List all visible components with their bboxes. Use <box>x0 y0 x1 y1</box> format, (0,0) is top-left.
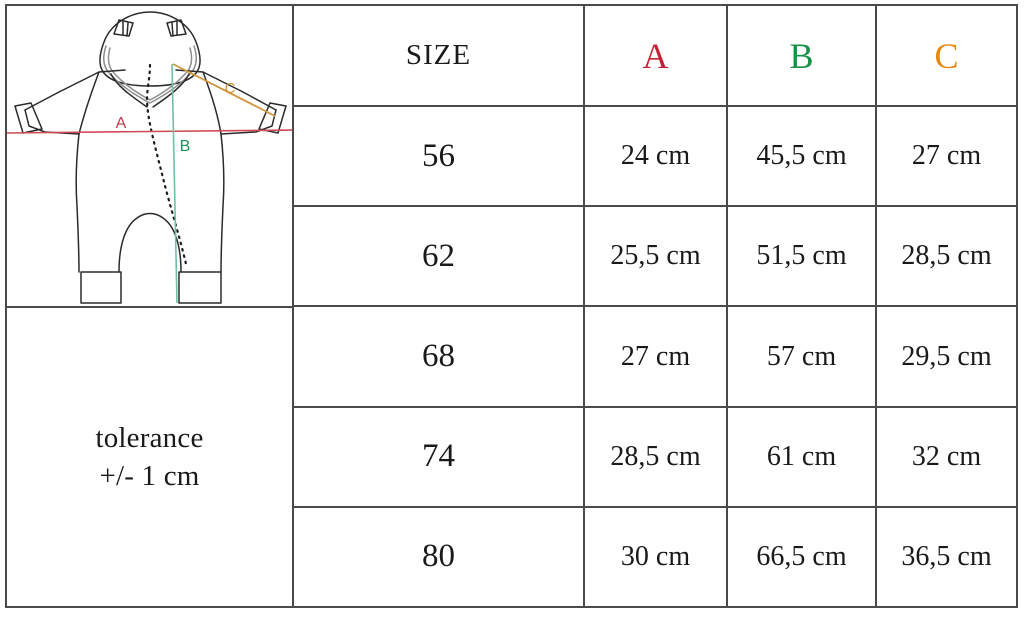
cell-a: 27 cm <box>585 307 728 406</box>
cell-size: 68 <box>294 307 585 406</box>
tolerance-cell: tolerance +/- 1 cm <box>7 308 292 606</box>
measure-label-c: C <box>225 80 236 97</box>
header-b: B <box>728 6 877 105</box>
cell-a: 28,5 cm <box>585 407 728 506</box>
baby-overall-drawing: A B C <box>7 11 292 304</box>
cell-b: 51,5 cm <box>728 207 877 306</box>
cell-c: 36,5 cm <box>901 540 992 572</box>
cell-b: 45,5 cm <box>728 107 877 206</box>
size-table: SIZE A B C 56 24 cm 45,5 cm 27 cm 62 25,… <box>294 6 1016 607</box>
cell-size: 74 <box>294 407 585 506</box>
table-row: 74 28,5 cm 61 cm 32 cm <box>294 407 1016 508</box>
measure-line-a <box>7 129 292 134</box>
measure-label-a: A <box>116 115 127 132</box>
cell-size: 80 <box>294 507 585 607</box>
cell-a: 30 cm <box>585 507 728 607</box>
size-chart-frame: A B C tolerance +/- 1 cm SIZE A B C 56 2… <box>5 4 1018 608</box>
cell-c: 28,5 cm <box>901 240 992 272</box>
cell-b: 61 cm <box>728 407 877 506</box>
cell-size: 62 <box>294 207 585 306</box>
measure-label-b: B <box>180 138 191 155</box>
cell-a: 25,5 cm <box>585 207 728 306</box>
table-row: 56 24 cm 45,5 cm 27 cm <box>294 107 1016 208</box>
header-size: SIZE <box>294 6 585 105</box>
cell-b: 66,5 cm <box>728 507 877 607</box>
measure-line-c <box>172 63 276 117</box>
cell-b: 57 cm <box>728 307 877 406</box>
cell-c: 27 cm <box>911 140 982 172</box>
tolerance-label: tolerance <box>95 421 204 454</box>
table-row: 80 30 cm 66,5 cm 36,5 cm <box>294 507 1016 607</box>
cell-c: 29,5 cm <box>901 340 992 372</box>
tolerance-value: +/- 1 cm <box>99 460 200 492</box>
table-header-row: SIZE A B C <box>294 6 1016 107</box>
table-row: 68 27 cm 57 cm 29,5 cm <box>294 307 1016 408</box>
left-panel: A B C tolerance +/- 1 cm <box>7 6 294 606</box>
cell-a: 24 cm <box>585 107 728 206</box>
table-row: 62 25,5 cm 51,5 cm 28,5 cm <box>294 207 1016 308</box>
measure-line-b <box>171 63 178 304</box>
garment-illustration-cell: A B C <box>7 6 292 308</box>
header-a: A <box>585 6 728 105</box>
cell-c: 32 cm <box>911 440 982 472</box>
cell-size: 56 <box>294 107 585 206</box>
header-c: C <box>934 35 959 76</box>
